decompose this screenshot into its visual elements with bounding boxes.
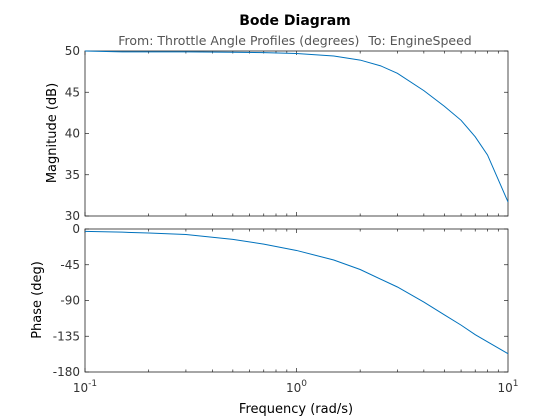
magnitude-ticks: 50 45 40 35 30 (65, 44, 508, 223)
frequency-axis-label: Frequency (rad/s) (239, 402, 353, 417)
magnitude-y-tick-label: 30 (65, 209, 80, 223)
phase-y-axis-label: Phase (deg) (30, 261, 45, 339)
phase-ticks: 0 -45 -90 -135 -180 (53, 222, 508, 379)
chart-title: Bode Diagram (239, 13, 351, 29)
magnitude-series-line (84, 50, 509, 203)
subtitle-to: To: EngineSpeed (367, 33, 471, 48)
frequency-tick-base: 10 (497, 381, 512, 395)
chart-subtitle: From: Throttle Angle Profiles (degrees) T… (118, 33, 472, 48)
phase-axes: 0 -45 -90 -135 -180 Phase (deg) (30, 222, 509, 379)
magnitude-y-tick-label: 50 (65, 44, 80, 58)
phase-y-tick-label: -90 (60, 294, 80, 308)
phase-y-tick-label: -45 (60, 258, 80, 272)
magnitude-y-tick-label: 45 (65, 85, 80, 99)
frequency-tick-base: 10 (73, 381, 88, 395)
frequency-tick-base: 10 (286, 381, 301, 395)
frequency-tick-exponent: 1 (513, 379, 519, 389)
frequency-tick-labels: 10-1 100 101 (73, 379, 519, 395)
phase-y-tick-label: -135 (53, 329, 80, 343)
magnitude-y-tick-label: 35 (65, 168, 80, 182)
frequency-tick-label: 101 (497, 379, 518, 395)
frequency-tick-label: 100 (286, 379, 307, 395)
frequency-tick-label: 10-1 (73, 379, 97, 395)
magnitude-y-axis-label: Magnitude (dB) (45, 83, 60, 183)
magnitude-plot-frame (84, 50, 509, 217)
magnitude-axes: 50 45 40 35 30 Magnitude (dB) (45, 44, 509, 223)
phase-series-line (84, 230, 509, 355)
phase-y-tick-label: -180 (53, 365, 80, 379)
frequency-tick-exponent: -1 (88, 379, 97, 389)
phase-y-tick-label: 0 (72, 222, 80, 236)
frequency-tick-exponent: 0 (301, 379, 307, 389)
subtitle-from: From: Throttle Angle Profiles (degrees) (118, 33, 359, 48)
magnitude-y-tick-label: 40 (65, 127, 80, 141)
